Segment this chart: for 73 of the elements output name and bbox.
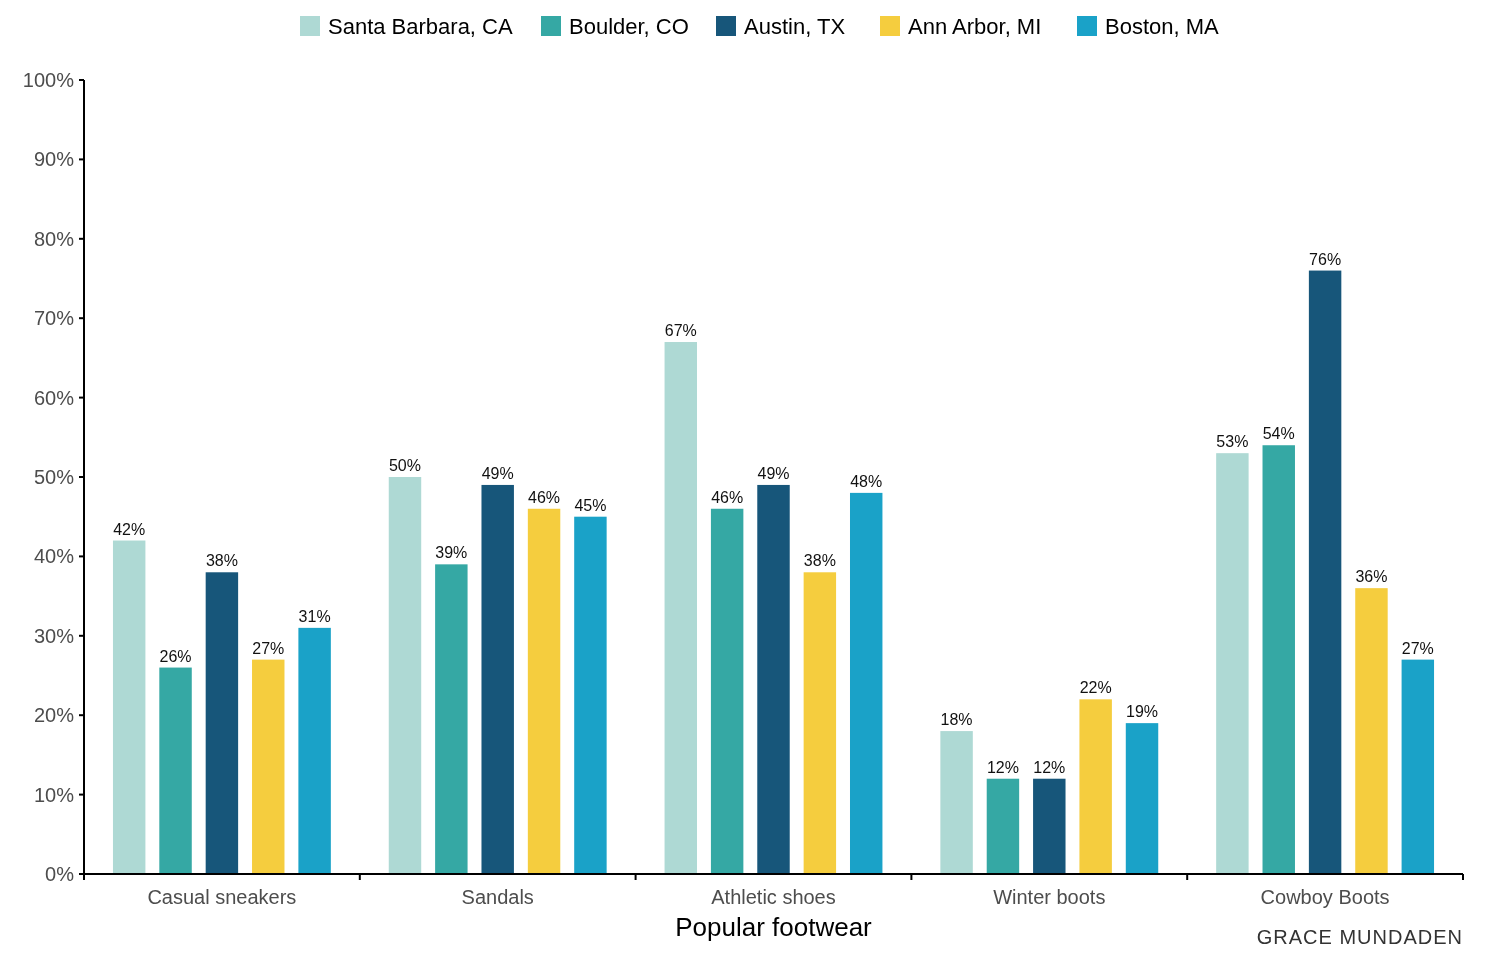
data-label: 48% [850,472,883,490]
data-label: 26% [159,647,192,665]
y-tick-label: 80% [33,227,75,250]
data-label: 76% [1309,250,1342,268]
y-tick-label: 70% [33,307,75,330]
data-label: 12% [1033,758,1066,776]
legend-label: Ann Arbor, MI [908,13,1042,39]
legend-label: Boston, MA [1105,13,1220,39]
bar [205,572,239,874]
data-label: 18% [940,711,973,729]
bar [1262,445,1295,874]
y-tick-label: 0% [45,863,75,885]
data-label: 54% [1262,425,1295,443]
bar [435,564,468,874]
bar [1401,659,1435,874]
x-tick-label: Sandals [461,886,534,908]
data-label: 49% [757,464,790,482]
bar [849,492,883,874]
bar [1355,588,1388,874]
bar [159,667,192,874]
data-label: 46% [711,488,744,506]
bar [481,484,514,874]
data-label: 31% [298,607,331,625]
data-label: 38% [803,552,836,570]
data-label: 42% [113,520,146,538]
text: GRACE MUNDADEN [1256,926,1463,948]
bar [710,508,744,874]
y-tick-label: 40% [33,545,75,568]
bar [1079,699,1112,874]
legend-label: Santa Barbara, CA [328,13,513,39]
x-tick-label: Casual sneakers [147,886,297,908]
bar [388,477,422,874]
bar [1033,778,1066,874]
bar [112,540,146,874]
y-tick-label: 60% [33,386,75,409]
data-label: 36% [1355,568,1388,586]
y-tick-label: 30% [33,624,75,647]
x-tick-label: Athletic shoes [711,886,836,908]
bar [803,572,837,874]
data-label: 38% [205,552,238,570]
bar [1308,270,1342,874]
y-tick-label: 90% [33,148,75,171]
data-label: 27% [1401,639,1434,657]
y-tick-label: 50% [33,466,75,488]
data-label: 67% [664,322,697,340]
y-tick-label: 100% [22,69,75,91]
x-tick-label: Cowboy Boots [1260,886,1390,908]
bar [1125,723,1159,874]
data-label: 12% [986,758,1019,776]
bar [1216,453,1249,874]
data-label: 46% [528,488,561,506]
data-label: 50% [388,457,421,474]
y-tick-label: 10% [33,783,75,806]
bar [986,778,1020,874]
bar [574,516,607,874]
data-label: 49% [481,464,514,482]
bar [664,342,698,874]
bar [527,508,561,874]
legend-label: Austin, TX [744,13,846,39]
data-label: 53% [1216,433,1249,451]
y-tick-label: 20% [33,704,75,727]
bar [252,659,285,874]
data-label: 27% [252,639,285,657]
bar [298,627,331,874]
data-label: 39% [435,544,468,562]
legend-label: Boulder, CO [569,13,689,39]
data-label: 22% [1079,679,1112,697]
data-label: 19% [1126,703,1159,721]
bar [940,731,973,874]
data-label: 45% [574,496,607,514]
bar [757,484,790,874]
x-tick-label: Winter boots [993,886,1106,908]
x-axis-title: Popular footwear [675,912,873,942]
